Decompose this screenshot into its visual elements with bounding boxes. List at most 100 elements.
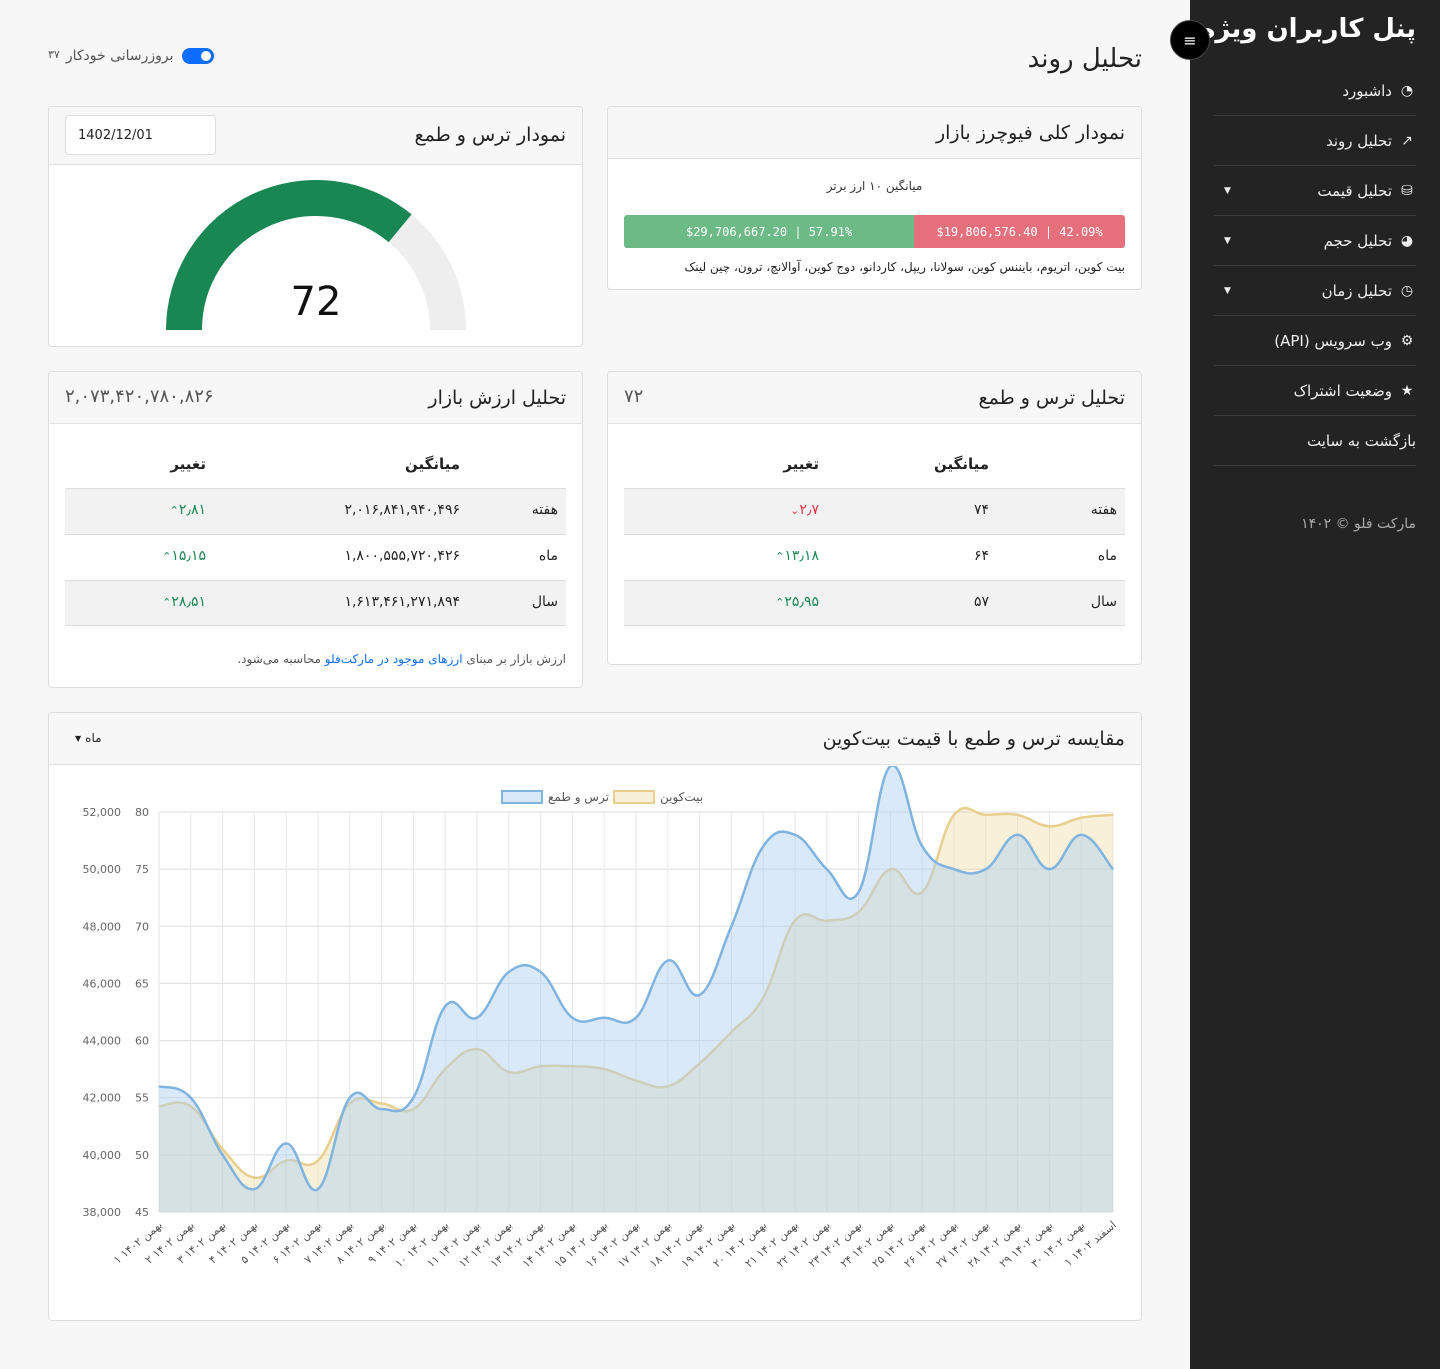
trend-icon: ↗ (1401, 132, 1413, 149)
sidebar-item-label: وب سرویس (API) (1274, 331, 1392, 350)
sidebar-item-0[interactable]: ◔ داشبورد (1214, 66, 1416, 116)
row-period: سال (1090, 594, 1117, 610)
mcap-note-link[interactable]: ارزهای موجود در مارکت‌فلو (324, 652, 463, 666)
auto-update-toggle[interactable] (181, 48, 214, 64)
data-point (762, 997, 764, 999)
caret-down-icon: ▼ (75, 733, 82, 743)
fg-analysis-title: تحلیل ترس و طمع (978, 387, 1125, 409)
legend-label: بیت‌کوین (660, 790, 703, 805)
data-point (285, 1160, 287, 1162)
data-point (349, 1097, 351, 1099)
y-tick-left: 45 (135, 1206, 149, 1219)
data-point (921, 891, 923, 893)
period-dropdown-label: ماه (85, 731, 102, 745)
data-point (508, 971, 510, 973)
data-point (476, 1048, 478, 1050)
data-point (985, 814, 987, 816)
data-point (794, 834, 796, 836)
sidebar-item-label: وضعیت اشتراک (1293, 381, 1392, 400)
row-period: هفته (531, 502, 558, 518)
data-point (889, 766, 891, 767)
mcap-note-pre: ارزش بازار بر مبنای (466, 652, 566, 666)
data-point (826, 868, 828, 870)
data-point (317, 1188, 319, 1190)
pie-chart-icon: ◕ (1400, 232, 1414, 249)
sidebar-item-4[interactable]: ◷ تحلیل زمان ▼ (1214, 266, 1416, 316)
data-point (921, 845, 923, 847)
sidebar-item-6[interactable]: ★ وضعیت اشتراک (1214, 366, 1416, 416)
series-area-0 (159, 766, 1113, 1212)
page-title: تحلیل روند (1027, 44, 1142, 74)
sidebar-item-5[interactable]: ⚙ وب سرویس (API) (1214, 316, 1416, 366)
row-change: ⌃۱۳٫۱۸ (767, 535, 819, 578)
row-period: ماه (538, 548, 558, 564)
sidebar-item-label: تحلیل حجم (1323, 231, 1392, 250)
row-change-value: ۲۵٫۹۵ (784, 594, 819, 610)
y-tick-right: 42,000 (83, 1092, 122, 1105)
fg-table-header: میانگین تغییر (624, 450, 1125, 488)
data-point (667, 960, 669, 962)
data-point (730, 925, 732, 927)
data-point (699, 1062, 701, 1064)
data-point (571, 1065, 573, 1067)
star-icon: ★ (1400, 382, 1414, 399)
fg-col-change: تغییر (783, 455, 819, 473)
sidebar-item-label: تحلیل روند (1325, 131, 1392, 150)
gauge-svg: 72 (166, 180, 466, 331)
data-point (412, 1108, 414, 1110)
row-change-value: ۱۵٫۱۵ (171, 548, 206, 564)
period-dropdown[interactable]: ▼ ماه (75, 731, 102, 745)
row-average: ۱,۸۰۰,۵۵۵,۷۲۰,۴۲۶ (344, 548, 460, 564)
fg-current-value: ۷۲ (624, 386, 644, 407)
data-point (222, 1154, 224, 1156)
data-point (730, 1031, 732, 1033)
y-tick-right: 46,000 (83, 977, 122, 990)
date-input[interactable] (65, 115, 216, 155)
data-point (158, 1105, 160, 1107)
auto-update-label: بروزرسانی خودکار (65, 48, 174, 64)
short-value: $19,806,576.40 | 42.09% (936, 224, 1103, 239)
fg-table: میانگین تغییر هفته ۷۴ ⌄۲٫۷ ماه ۶۴ ⌃۱۳٫۱۸ سال ۵۷… (624, 450, 1125, 626)
compare-chart-header: مقایسه ترس و طمع با قیمت بیت‌کوین ▼ ماه (49, 713, 1141, 765)
data-point (826, 920, 828, 922)
futures-card-title: نمودار کلی فیوچرز بازار (935, 122, 1125, 144)
row-change-value: ۲۸٫۵۱ (171, 594, 206, 610)
sidebar-item-1[interactable]: ↗ تحلیل روند (1214, 116, 1416, 166)
futures-card: نمودار کلی فیوچرز بازار میانگین ۱۰ ارز ب… (607, 106, 1142, 290)
mcap-table: میانگین تغییر هفته ۲,۰۱۶,۸۴۱,۹۴۰,۴۹۶ ⌃۲٫۸۱… (65, 450, 566, 626)
coins-icon: ⛁ (1401, 182, 1413, 199)
sidebar-item-7[interactable]: بازگشت به سایت (1214, 416, 1416, 466)
mcap-col-change: تغییر (170, 455, 206, 473)
table-row: هفته ۷۴ ⌄۲٫۷ (624, 488, 1125, 534)
compare-chart-title: مقایسه ترس و طمع با قیمت بیت‌کوین (822, 728, 1125, 750)
chevron-up-icon: ⌃ (169, 504, 179, 517)
row-period: سال (531, 594, 558, 610)
menu-toggle-button[interactable]: ≡ (1170, 20, 1210, 60)
auto-update-count: ۳۷ (48, 48, 60, 61)
y-tick-left: 70 (135, 920, 149, 933)
mcap-note-post: محاسبه می‌شود. (237, 652, 321, 666)
y-tick-right: 40,000 (83, 1149, 122, 1162)
data-point (508, 1071, 510, 1073)
legend-label: ترس و طمع (548, 790, 609, 805)
data-point (381, 1102, 383, 1104)
data-point (953, 868, 955, 870)
short-segment: $19,806,576.40 | 42.09% (914, 215, 1125, 248)
data-point (603, 1068, 605, 1070)
data-point (285, 1142, 287, 1144)
sidebar-item-3[interactable]: ◕ تحلیل حجم ▼ (1214, 216, 1416, 266)
sidebar-item-2[interactable]: ⛁ تحلیل قیمت ▼ (1214, 166, 1416, 216)
chevron-up-icon: ⌃ (162, 550, 172, 563)
data-point (1112, 814, 1114, 816)
y-tick-left: 50 (135, 1149, 149, 1162)
futures-subtitle: میانگین ۱۰ ارز برتر (826, 179, 923, 193)
futures-coins-list: بیت کوین، اتریوم، بایننس کوین، سولانا، ر… (684, 260, 1125, 274)
data-point (667, 1085, 669, 1087)
data-point (1017, 814, 1019, 816)
data-point (1017, 834, 1019, 836)
data-point (1048, 825, 1050, 827)
data-point (349, 1102, 351, 1104)
y-tick-right: 50,000 (83, 863, 122, 876)
tachometer-icon: ◔ (1400, 82, 1414, 99)
data-point (858, 911, 860, 913)
